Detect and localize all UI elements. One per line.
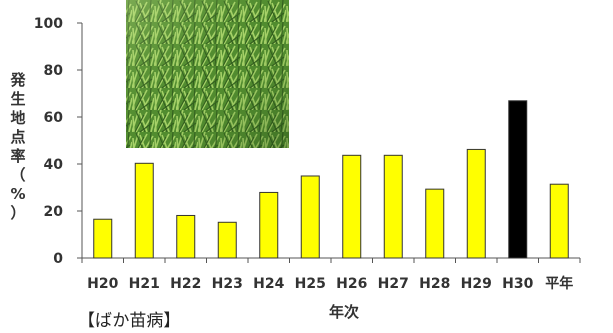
y-axis xyxy=(77,22,83,259)
y-axis-title: 発生地点率（%） xyxy=(9,71,26,222)
bar-H22 xyxy=(176,214,196,259)
y-axis-title-char: 点 xyxy=(10,128,25,146)
chart-caption: 【ばか苗病】 xyxy=(78,311,181,331)
y-tick-label: 60 xyxy=(44,110,64,126)
bar-H29 xyxy=(466,148,486,259)
y-axis-title-char: ） xyxy=(10,204,25,222)
x-tick-label: H24 xyxy=(253,276,284,292)
y-axis-title-char: 生 xyxy=(10,90,25,108)
x-tick-label: 平年 xyxy=(545,275,573,292)
bar-H24 xyxy=(259,191,279,259)
bar-H26 xyxy=(342,154,362,259)
y-tick-label: 100 xyxy=(34,16,63,32)
x-tick-label: H25 xyxy=(295,276,326,292)
y-tick-label: 80 xyxy=(44,63,64,79)
x-axis xyxy=(81,257,581,263)
bars xyxy=(93,100,569,259)
y-axis-title-char: （ xyxy=(10,166,25,184)
x-axis-title: 年次 xyxy=(329,303,359,321)
bar-H30 xyxy=(508,100,528,259)
y-tick-label: 20 xyxy=(44,204,64,220)
y-tick-labels: 0 20 40 60 80 100 xyxy=(34,16,63,267)
bar-H21 xyxy=(134,162,154,259)
y-axis-title-char: 地 xyxy=(10,109,25,127)
x-tick-label: H21 xyxy=(129,276,160,292)
x-tick-label: H22 xyxy=(170,276,201,292)
x-tick-label: H28 xyxy=(419,276,450,292)
y-tick-label: 40 xyxy=(44,157,64,173)
bar-H23 xyxy=(217,221,237,259)
x-tick-labels: H20 H21 H22 H23 H24 H25 H26 H27 H28 H29 H30 平年 xyxy=(87,275,573,292)
bar-H27 xyxy=(383,154,403,259)
y-tick-label: 0 xyxy=(53,251,63,267)
bar-H20 xyxy=(93,218,113,259)
x-tick-label: H27 xyxy=(378,276,409,292)
bar-平年 xyxy=(549,183,569,259)
bar-H25 xyxy=(300,175,320,259)
x-tick-label: H29 xyxy=(461,276,492,292)
x-tick-label: H23 xyxy=(212,276,243,292)
x-tick-label: H30 xyxy=(502,276,533,292)
bar-H28 xyxy=(425,188,445,259)
x-tick-label: H20 xyxy=(87,276,118,292)
y-axis-title-char: % xyxy=(10,185,25,203)
y-axis-title-char: 発 xyxy=(9,71,26,89)
grass-photo xyxy=(126,0,289,148)
x-tick-label: H26 xyxy=(336,276,367,292)
y-axis-title-char: 率 xyxy=(10,147,25,165)
